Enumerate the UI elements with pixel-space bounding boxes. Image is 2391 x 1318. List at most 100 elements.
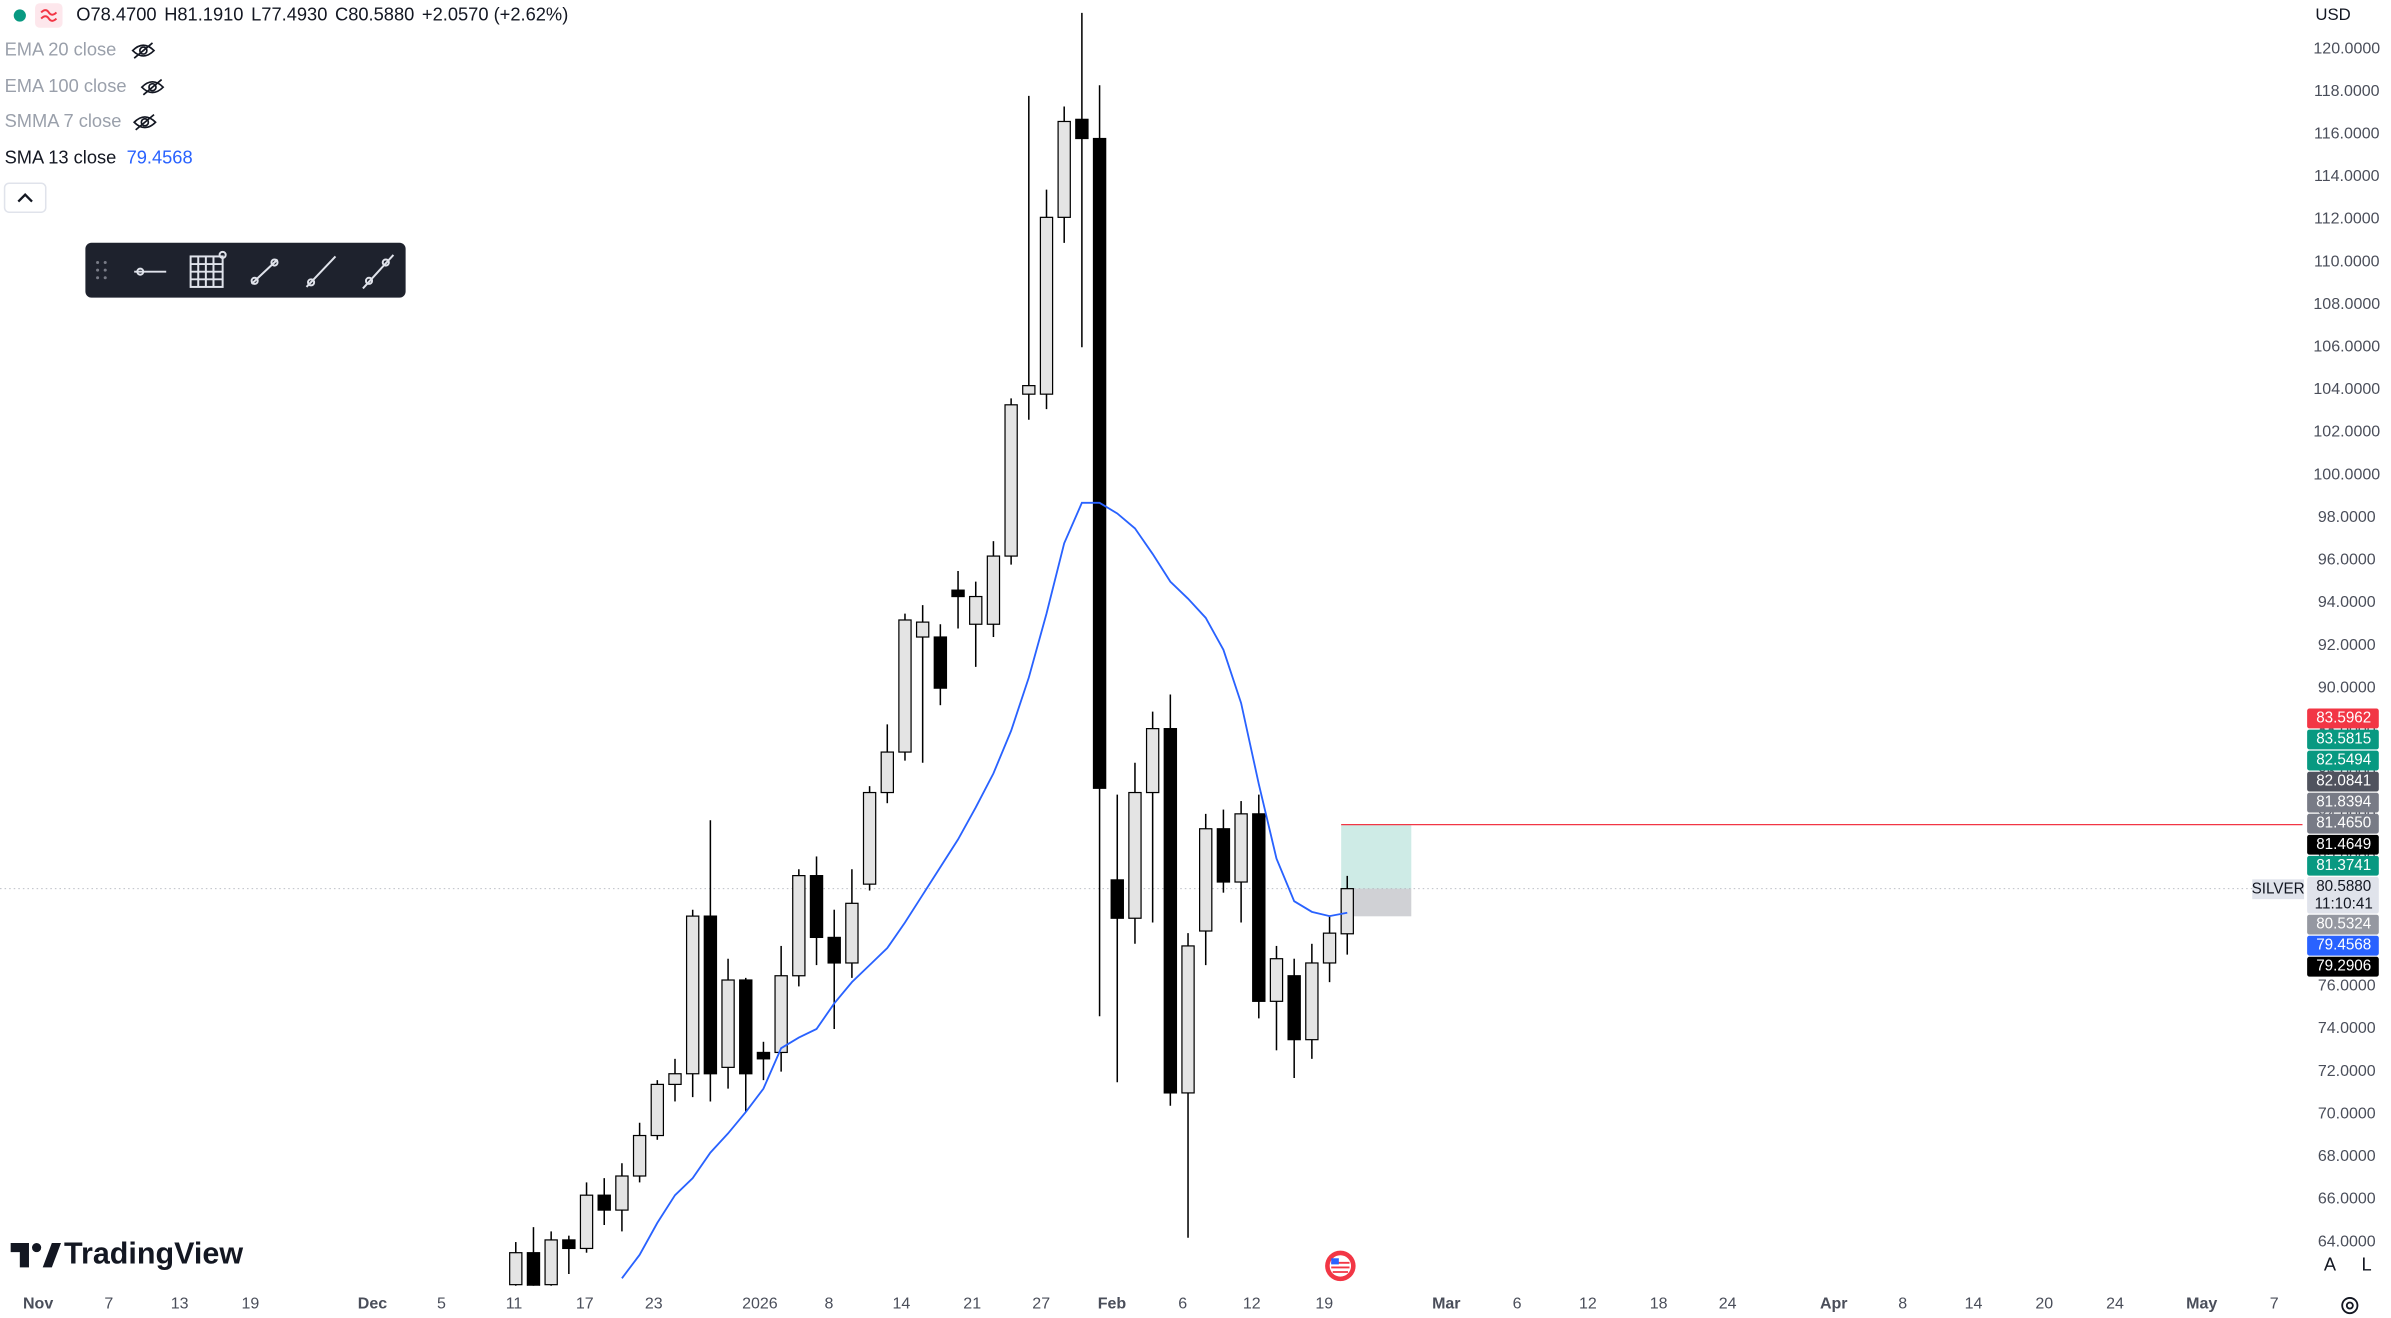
x-tick-label: 6 — [1513, 1295, 1522, 1312]
y-tick-label: 96.0000 — [2318, 552, 2376, 569]
x-tick-label: 12 — [1243, 1295, 1261, 1312]
candle-body — [1252, 813, 1266, 1002]
candle-body — [1128, 791, 1142, 919]
candle-body — [1234, 813, 1248, 883]
currency[interactable]: USD — [2315, 5, 2350, 24]
y-tick-label: 106.0000 — [2313, 339, 2380, 356]
candle-body — [862, 791, 877, 885]
candle-body — [1340, 888, 1354, 935]
grid-tool[interactable] — [189, 250, 227, 288]
trend-line-tool[interactable] — [250, 258, 279, 285]
candle-body — [632, 1134, 647, 1177]
hidden-icons — [131, 42, 165, 131]
y-tick-label: 72.0000 — [2318, 1063, 2376, 1080]
x-tick-label: 20 — [2035, 1295, 2053, 1312]
y-tick-label: 64.0000 — [2318, 1233, 2376, 1250]
price-label-bg — [2307, 876, 2379, 914]
x-tick-label: 8 — [1898, 1295, 1907, 1312]
x-tick-label: 11 — [506, 1295, 523, 1312]
y-tick-label: 120.0000 — [2313, 40, 2380, 57]
candle-body — [544, 1239, 558, 1286]
eye-off-icon[interactable] — [133, 113, 157, 131]
extended-line-tool[interactable] — [362, 254, 395, 290]
indicator-label[interactable]: SMA 13 close — [5, 147, 117, 168]
plot-area — [0, 12, 2303, 1286]
candle-body — [703, 915, 718, 1075]
price-label-bg — [2307, 935, 2379, 956]
y-tick-label: 94.0000 — [2318, 594, 2376, 611]
candle-body — [951, 589, 965, 598]
collapse-button[interactable] — [3, 182, 47, 213]
price-label-bg — [2307, 771, 2379, 792]
auto-scale-button[interactable]: A — [2324, 1254, 2337, 1275]
candle-body — [827, 936, 841, 964]
price-label-bg — [2307, 708, 2379, 729]
candle-body — [1022, 385, 1036, 395]
y-tick-label: 74.0000 — [2318, 1020, 2376, 1037]
price-label: 81.4650 — [2316, 815, 2371, 832]
x-tick-label: 24 — [2106, 1295, 2124, 1312]
ray-tool[interactable] — [305, 255, 337, 288]
log-scale-button[interactable]: L — [2362, 1254, 2372, 1275]
horizontal-line-tool[interactable] — [134, 267, 167, 276]
settings-icon[interactable] — [2341, 1297, 2359, 1315]
drag-handle[interactable] — [96, 261, 107, 280]
price-label-bg — [2307, 750, 2379, 771]
currency-button[interactable] — [2311, 3, 2361, 30]
price-label-bg — [2307, 914, 2379, 935]
y-tick-label: 76.0000 — [2318, 978, 2376, 995]
position-profit-zone — [1341, 824, 1412, 889]
price-label: 82.0841 — [2316, 773, 2371, 790]
candle-body — [1145, 728, 1160, 794]
indicator-label[interactable]: EMA 20 close — [5, 38, 117, 59]
x-tick-label: Mar — [1432, 1295, 1460, 1312]
candle-body — [685, 915, 700, 1075]
candle-body — [1075, 118, 1089, 140]
candle-body — [615, 1175, 629, 1211]
ohlc-value: 80.5880 — [348, 3, 414, 24]
x-tick-label: 14 — [1965, 1295, 1983, 1312]
event-flag[interactable] — [1325, 1250, 1356, 1282]
logo-text: TradingView — [64, 1236, 243, 1270]
price-label-bg — [2307, 855, 2379, 876]
y-tick-label: 104.0000 — [2313, 381, 2380, 398]
x-tick-label: 5 — [437, 1295, 446, 1312]
y-tick-label: 68.0000 — [2318, 1148, 2376, 1165]
price-label: 81.8394 — [2316, 794, 2372, 811]
x-tick-label: 8 — [824, 1295, 833, 1312]
y-tick-label: 98.0000 — [2318, 509, 2376, 526]
price-label: 81.3741 — [2316, 857, 2371, 874]
candle-body — [1287, 975, 1301, 1041]
candle-body — [597, 1194, 611, 1211]
y-tick-label: 92.0000 — [2318, 637, 2376, 654]
candle-body — [792, 875, 806, 977]
y-tick-label: 110.0000 — [2314, 253, 2380, 270]
x-tick-label: 6 — [1178, 1295, 1187, 1312]
candle-body — [739, 979, 753, 1075]
price-label: 79.2906 — [2316, 958, 2371, 975]
y-tick-label: 100.0000 — [2313, 466, 2380, 483]
x-tick-label: 21 — [963, 1295, 981, 1312]
candle-body — [1057, 120, 1071, 218]
indicator-label[interactable]: SMMA 7 close — [5, 110, 122, 131]
symbol-tag-bg — [2252, 879, 2305, 900]
candle-body — [1039, 216, 1054, 395]
y-tick-label: 118.0000 — [2314, 83, 2380, 100]
x-tick-label: 27 — [1032, 1295, 1050, 1312]
status-dot — [13, 9, 26, 22]
x-tick-label: Nov — [23, 1295, 53, 1312]
x-tick-label: 18 — [1650, 1295, 1668, 1312]
candle-body — [668, 1073, 682, 1086]
sma-line — [621, 501, 1348, 1279]
indicator-label[interactable]: EMA 100 close — [5, 75, 127, 96]
candle-body — [774, 975, 788, 1054]
eye-off-icon[interactable] — [131, 42, 156, 59]
eye-off-icon[interactable] — [140, 78, 165, 96]
ohlc-legend: O78.4700 H81.1910 L77.4930 C80.5880 +2.0570 … — [76, 3, 568, 24]
price-label-bg — [2307, 729, 2379, 750]
candle-body — [756, 1051, 771, 1060]
x-tick-label: 14 — [893, 1295, 911, 1312]
candle-body — [1305, 962, 1319, 1041]
candle-body — [969, 595, 983, 625]
